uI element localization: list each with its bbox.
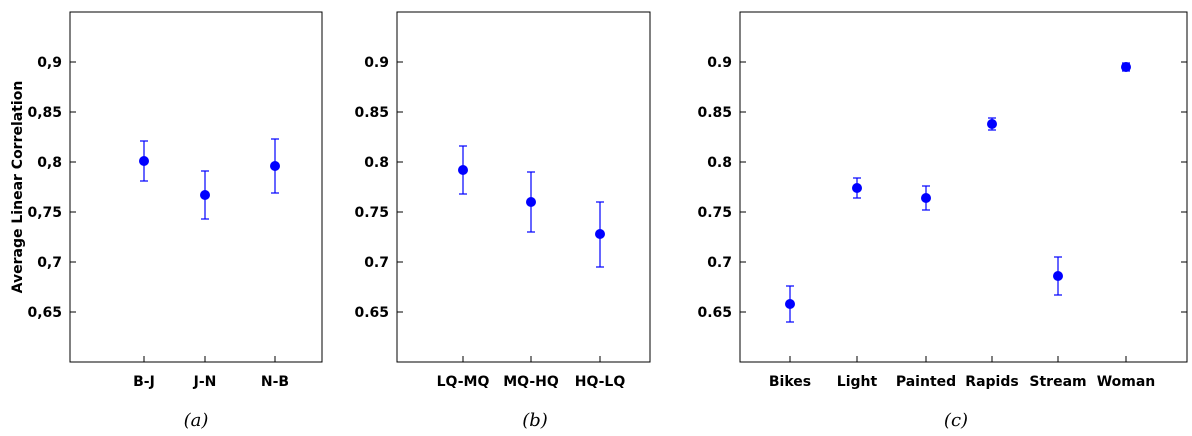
panel-2: 0.65 0.7 0.75 0.8 0.85 0.9 LQ-MQ MQ-HQ HQ-LQ (b) bbox=[354, 11, 651, 431]
y-tick-label: 0,75 bbox=[27, 205, 62, 221]
x-tick-label: J-N bbox=[193, 374, 217, 390]
plot-frame bbox=[739, 11, 1188, 363]
x-tick-label: N-B bbox=[261, 374, 289, 390]
data-point bbox=[139, 156, 149, 166]
y-tick-label: 0.8 bbox=[364, 155, 389, 171]
y-tick-label: 0.9 bbox=[707, 55, 732, 71]
data-point bbox=[1121, 62, 1131, 72]
data-point bbox=[785, 299, 795, 309]
x-tick-label: HQ-LQ bbox=[575, 374, 626, 390]
x-tick-label: B-J bbox=[133, 374, 155, 390]
panel-1: 0,65 0,7 0,75 0,8 0,85 0,9 B-J J-N N-B Average Li… bbox=[10, 11, 323, 431]
y-tick-label: 0,8 bbox=[37, 155, 62, 171]
y-tick-label: 0.7 bbox=[364, 255, 389, 271]
y-tick-label: 0,65 bbox=[27, 305, 62, 321]
panel-caption: (c) bbox=[944, 410, 968, 431]
panel-caption: (b) bbox=[522, 410, 548, 431]
data-point bbox=[200, 190, 210, 200]
y-tick-label: 0.75 bbox=[354, 205, 389, 221]
plot-frame bbox=[69, 11, 323, 363]
y-axis-label: Average Linear Correlation bbox=[10, 81, 26, 294]
data-point bbox=[458, 165, 468, 175]
y-tick-label: 0,9 bbox=[37, 55, 62, 71]
panel-caption: (a) bbox=[184, 410, 209, 431]
y-tick-label: 0.9 bbox=[364, 55, 389, 71]
y-tick-label: 0.65 bbox=[697, 305, 732, 321]
x-tick-label: MQ-HQ bbox=[503, 374, 559, 390]
data-point bbox=[987, 119, 997, 129]
plot-frame bbox=[396, 11, 651, 363]
x-tick-label: Bikes bbox=[769, 374, 811, 390]
data-point bbox=[270, 161, 280, 171]
x-tick-label: Light bbox=[837, 374, 878, 390]
data-point bbox=[921, 193, 931, 203]
x-tick-label: Stream bbox=[1029, 374, 1086, 390]
data-point bbox=[1053, 271, 1063, 281]
y-tick-label: 0.85 bbox=[354, 105, 389, 121]
y-tick-label: 0.75 bbox=[697, 205, 732, 221]
y-tick-label: 0.85 bbox=[697, 105, 732, 121]
x-tick-label: LQ-MQ bbox=[437, 374, 490, 390]
x-tick-label: Rapids bbox=[965, 374, 1018, 390]
y-tick-label: 0.7 bbox=[707, 255, 732, 271]
x-tick-label: Painted bbox=[896, 374, 956, 390]
data-point bbox=[852, 183, 862, 193]
y-tick-label: 0,85 bbox=[27, 105, 62, 121]
y-tick-label: 0.8 bbox=[707, 155, 732, 171]
x-tick-label: Woman bbox=[1097, 374, 1156, 390]
panel-3: 0.65 0.7 0.75 0.8 0.85 0.9 Bikes Light Painted Ra… bbox=[697, 11, 1188, 431]
y-tick-label: 0.65 bbox=[354, 305, 389, 321]
data-point bbox=[595, 229, 605, 239]
data-point bbox=[526, 197, 536, 207]
y-tick-label: 0,7 bbox=[37, 255, 62, 271]
